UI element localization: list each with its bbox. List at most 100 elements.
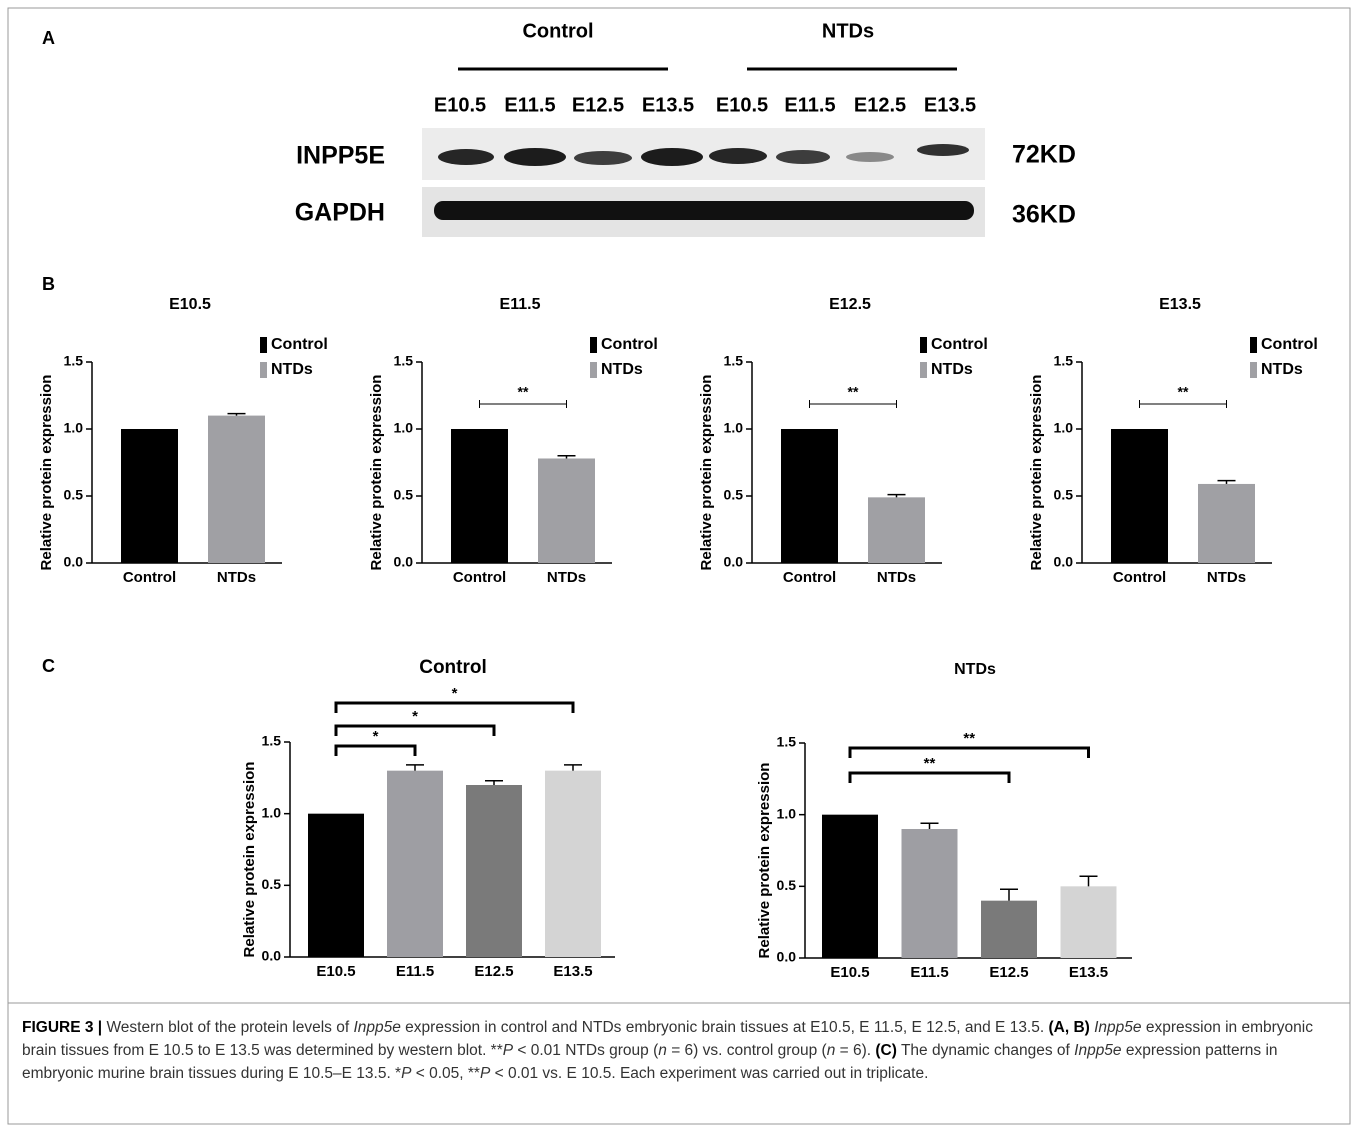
legend-label: NTDs	[271, 361, 313, 378]
caption-run: P	[503, 1042, 513, 1059]
legend-swatch	[920, 337, 927, 353]
y-tick-label: 1.0	[262, 804, 282, 820]
caption: FIGURE 3 | Western blot of the protein l…	[22, 1016, 1340, 1085]
lane-label: E13.5	[924, 94, 976, 116]
legend-label: NTDs	[931, 361, 973, 378]
band	[776, 150, 830, 164]
chart-title: NTDs	[954, 661, 996, 678]
chart-title: E12.5	[829, 296, 871, 313]
y-tick-label: 0.0	[262, 948, 282, 964]
y-tick-label: 0.5	[262, 876, 282, 892]
y-tick-label: 1.0	[724, 420, 744, 436]
chart-title: E10.5	[169, 296, 211, 313]
lane-label: E10.5	[716, 94, 768, 116]
bar	[538, 458, 595, 563]
x-tick-label: E10.5	[316, 963, 355, 980]
band	[641, 148, 703, 166]
y-axis-label: Relative protein expression	[698, 375, 715, 571]
lane-label: E11.5	[784, 94, 835, 116]
bar	[121, 429, 178, 563]
y-tick-label: 1.0	[777, 805, 797, 821]
bar	[1111, 429, 1168, 563]
group-label: NTDs	[822, 20, 874, 42]
caption-run: = 6) vs. control group (	[667, 1042, 827, 1059]
caption-run: P	[480, 1065, 490, 1082]
y-tick-label: 1.5	[394, 353, 414, 369]
x-tick-label: Control	[783, 569, 836, 586]
bar	[545, 771, 601, 957]
significance-label: *	[373, 728, 379, 745]
significance-bracket	[336, 703, 573, 713]
size-label: 72KD	[1012, 141, 1076, 169]
chart-title: E13.5	[1159, 296, 1201, 313]
y-axis-label: Relative protein expression	[38, 375, 55, 571]
legend-label: NTDs	[601, 361, 643, 378]
x-tick-label: NTDs	[877, 569, 916, 586]
y-tick-label: 0.0	[394, 554, 414, 570]
panel-label: A	[42, 28, 55, 48]
y-axis-label: Relative protein expression	[241, 762, 258, 958]
significance-label: *	[412, 708, 418, 725]
caption-run: Inpp5e	[1074, 1042, 1121, 1059]
figure-graphics: A B C Control NTDs INPP5E GAPDH 72KD 36K…	[0, 0, 1358, 1126]
caption-run: FIGURE 3 |	[22, 1019, 102, 1036]
y-tick-label: 0.0	[724, 554, 744, 570]
y-tick-label: 0.5	[64, 487, 84, 503]
x-tick-label: E11.5	[910, 964, 948, 981]
caption-run: n	[658, 1042, 667, 1059]
y-tick-label: 0.0	[777, 949, 797, 965]
y-axis-label: Relative protein expression	[756, 763, 773, 959]
caption-run: Western blot of the protein levels of	[102, 1019, 353, 1036]
y-tick-label: 0.5	[724, 487, 744, 503]
significance-label: **	[963, 730, 975, 747]
panel-label: B	[42, 274, 55, 294]
x-tick-label: NTDs	[217, 569, 256, 586]
bar	[1061, 886, 1117, 958]
chart-title: Control	[419, 657, 487, 678]
legend-label: Control	[271, 336, 328, 353]
x-tick-label: NTDs	[547, 569, 586, 586]
significance-bracket	[850, 773, 1009, 783]
bar	[1198, 484, 1255, 563]
x-tick-label: E13.5	[553, 963, 592, 980]
y-tick-label: 0.5	[1054, 487, 1074, 503]
bar	[902, 829, 958, 958]
caption-run: (C)	[875, 1042, 897, 1059]
bar	[387, 771, 443, 957]
x-tick-label: Control	[1113, 569, 1166, 586]
legend-label: NTDs	[1261, 361, 1303, 378]
x-tick-label: E12.5	[474, 963, 513, 980]
y-tick-label: 0.5	[777, 877, 797, 893]
significance-bracket	[336, 726, 494, 736]
y-tick-label: 1.5	[64, 353, 84, 369]
x-tick-label: Control	[123, 569, 176, 586]
significance-label: **	[518, 384, 529, 400]
significance-label: **	[924, 755, 936, 772]
group-label: Control	[522, 20, 593, 42]
y-tick-label: 0.0	[1054, 554, 1074, 570]
y-axis-label: Relative protein expression	[1028, 375, 1045, 571]
y-tick-label: 1.5	[777, 734, 797, 750]
bar	[466, 785, 522, 957]
caption-run: < 0.05, **	[411, 1065, 480, 1082]
chart-title: E11.5	[500, 296, 541, 313]
significance-label: **	[1178, 384, 1189, 400]
y-tick-label: 0.5	[394, 487, 414, 503]
caption-run: = 6).	[835, 1042, 875, 1059]
caption-run: (A, B)	[1048, 1019, 1089, 1036]
bar	[781, 429, 838, 563]
band	[709, 148, 767, 164]
band	[434, 201, 974, 220]
x-tick-label: NTDs	[1207, 569, 1246, 586]
lane-label: E10.5	[434, 94, 486, 116]
legend-label: Control	[931, 336, 988, 353]
significance-bracket	[850, 748, 1089, 758]
lane-label: E11.5	[504, 94, 555, 116]
x-tick-label: E13.5	[1069, 964, 1108, 981]
legend-swatch	[920, 362, 927, 378]
legend-swatch	[260, 362, 267, 378]
legend-label: Control	[1261, 336, 1318, 353]
protein-label: GAPDH	[295, 199, 385, 227]
band	[846, 152, 894, 162]
y-tick-label: 1.0	[394, 420, 414, 436]
